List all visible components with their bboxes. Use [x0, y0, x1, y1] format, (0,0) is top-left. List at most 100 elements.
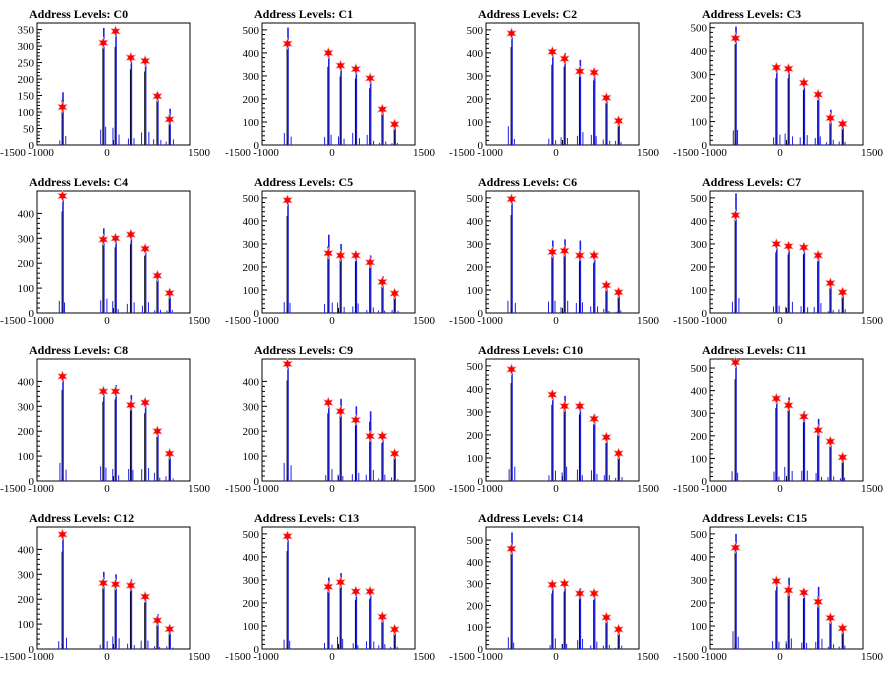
x-tick-label: -1000	[253, 651, 279, 663]
star-marker-icon	[139, 396, 151, 409]
x-tick-label: 0	[553, 651, 559, 663]
y-tick-label: 200	[18, 594, 35, 606]
star-marker-icon	[559, 399, 570, 413]
star-marker-icon	[837, 285, 849, 299]
y-tick-label: 0	[254, 476, 260, 488]
star-marker-icon	[798, 410, 810, 423]
x-tick-label: 0	[104, 147, 110, 159]
star-marker-icon	[798, 241, 810, 254]
y-tick-label: 300	[243, 71, 260, 83]
star-marker-icon	[389, 287, 401, 300]
star-marker-icon	[376, 429, 388, 443]
panel-title: Address Levels: C11	[702, 343, 806, 357]
star-marker-icon	[364, 256, 376, 269]
panel-title: Address Levels: C8	[29, 343, 128, 357]
y-tick-label: 200	[18, 258, 35, 270]
x-tick-label: -1000	[701, 651, 727, 663]
panel-title: Address Levels: C13	[254, 511, 359, 525]
y-tick-label: 400	[18, 208, 35, 220]
panel-title: Address Levels: C0	[29, 7, 128, 21]
star-marker-icon	[110, 385, 121, 398]
y-tick-label: 100	[18, 451, 35, 463]
y-tick-label: 300	[691, 575, 708, 587]
y-tick-label: 200	[691, 262, 708, 274]
y-tick-label: 400	[243, 48, 260, 60]
x-tick-label: -1500	[449, 483, 475, 495]
star-marker-icon	[110, 24, 121, 38]
star-marker-icon	[164, 286, 176, 300]
x-tick-label: -1500	[225, 147, 251, 159]
y-tick-label: 0	[254, 308, 260, 320]
star-marker-icon	[139, 242, 151, 256]
y-tick-label: 300	[467, 407, 484, 419]
y-tick-label: 100	[243, 451, 260, 463]
panel-title: Address Levels: C1	[254, 7, 353, 21]
star-marker-icon	[546, 578, 558, 592]
y-tick-label: 300	[243, 575, 260, 587]
x-tick-label: 0	[329, 483, 335, 495]
y-tick-label: 400	[691, 46, 708, 58]
y-tick-label: 100	[467, 622, 484, 634]
panel-title: Address Levels: C7	[702, 175, 801, 189]
chart-panel: Address Levels: C9 0 100 200 300 400 -1500 -100…	[225, 343, 435, 495]
star-marker-icon	[574, 65, 586, 78]
y-tick-label: 200	[467, 94, 484, 106]
star-marker-icon	[125, 51, 137, 64]
star-marker-icon	[376, 275, 388, 289]
x-tick-label: 0	[553, 483, 559, 495]
x-tick-label: 1500	[413, 315, 436, 327]
y-tick-label: 400	[691, 386, 708, 398]
star-marker-icon	[322, 580, 334, 594]
y-tick-label: 100	[243, 285, 260, 297]
y-tick-label: 50	[23, 124, 35, 136]
star-marker-icon	[350, 585, 362, 598]
panel-title: Address Levels: C9	[254, 343, 353, 357]
y-tick-label: 400	[243, 552, 260, 564]
star-marker-icon	[164, 622, 176, 636]
star-marker-icon	[588, 587, 600, 600]
star-marker-icon	[322, 46, 334, 60]
y-tick-label: 200	[691, 431, 708, 443]
star-marker-icon	[546, 45, 558, 59]
star-marker-icon	[613, 623, 625, 636]
y-tick-label: 300	[243, 239, 260, 251]
star-marker-icon	[506, 27, 517, 40]
y-tick-label: 100	[691, 453, 708, 465]
chart-panel: Address Levels: C1 0 100 200 300 400 500 -1500-…	[225, 7, 435, 159]
y-tick-label: 0	[702, 476, 708, 488]
star-marker-icon	[57, 370, 68, 383]
star-marker-icon	[730, 356, 741, 369]
x-tick-label: 0	[329, 651, 335, 663]
star-marker-icon	[812, 595, 824, 609]
x-tick-label: -1500	[673, 651, 699, 663]
panel-title: Address Levels: C4	[29, 175, 128, 189]
star-marker-icon	[151, 89, 163, 103]
star-marker-icon	[322, 246, 334, 260]
y-tick-label: 200	[243, 426, 260, 438]
x-tick-label: 0	[104, 483, 110, 495]
x-tick-label: -1000	[477, 147, 503, 159]
x-tick-label: -1000	[477, 651, 503, 663]
y-tick-label: 300	[18, 569, 35, 581]
star-marker-icon	[57, 189, 68, 203]
x-tick-label: -1000	[253, 315, 279, 327]
star-marker-icon	[164, 112, 176, 126]
y-tick-label: 200	[243, 598, 260, 610]
star-marker-icon	[588, 412, 600, 426]
x-tick-label: 1500	[637, 483, 660, 495]
y-tick-label: 100	[691, 621, 708, 633]
star-marker-icon	[350, 249, 362, 262]
star-marker-icon	[837, 450, 849, 464]
chart-panel: Address Levels: C14 0 100 200 300 400 500 -1500…	[449, 511, 659, 663]
y-tick-label: 300	[691, 70, 708, 82]
x-tick-label: 0	[553, 147, 559, 159]
y-tick-label: 400	[691, 216, 708, 228]
y-tick-label: 350	[18, 25, 35, 37]
plot-frame	[709, 358, 864, 482]
panel-title: Address Levels: C14	[478, 511, 583, 525]
star-marker-icon	[364, 429, 376, 443]
panel-title: Address Levels: C10	[478, 343, 583, 357]
y-tick-label: 200	[467, 430, 484, 442]
x-tick-label: 0	[104, 315, 110, 327]
x-tick-label: 1500	[188, 147, 211, 159]
